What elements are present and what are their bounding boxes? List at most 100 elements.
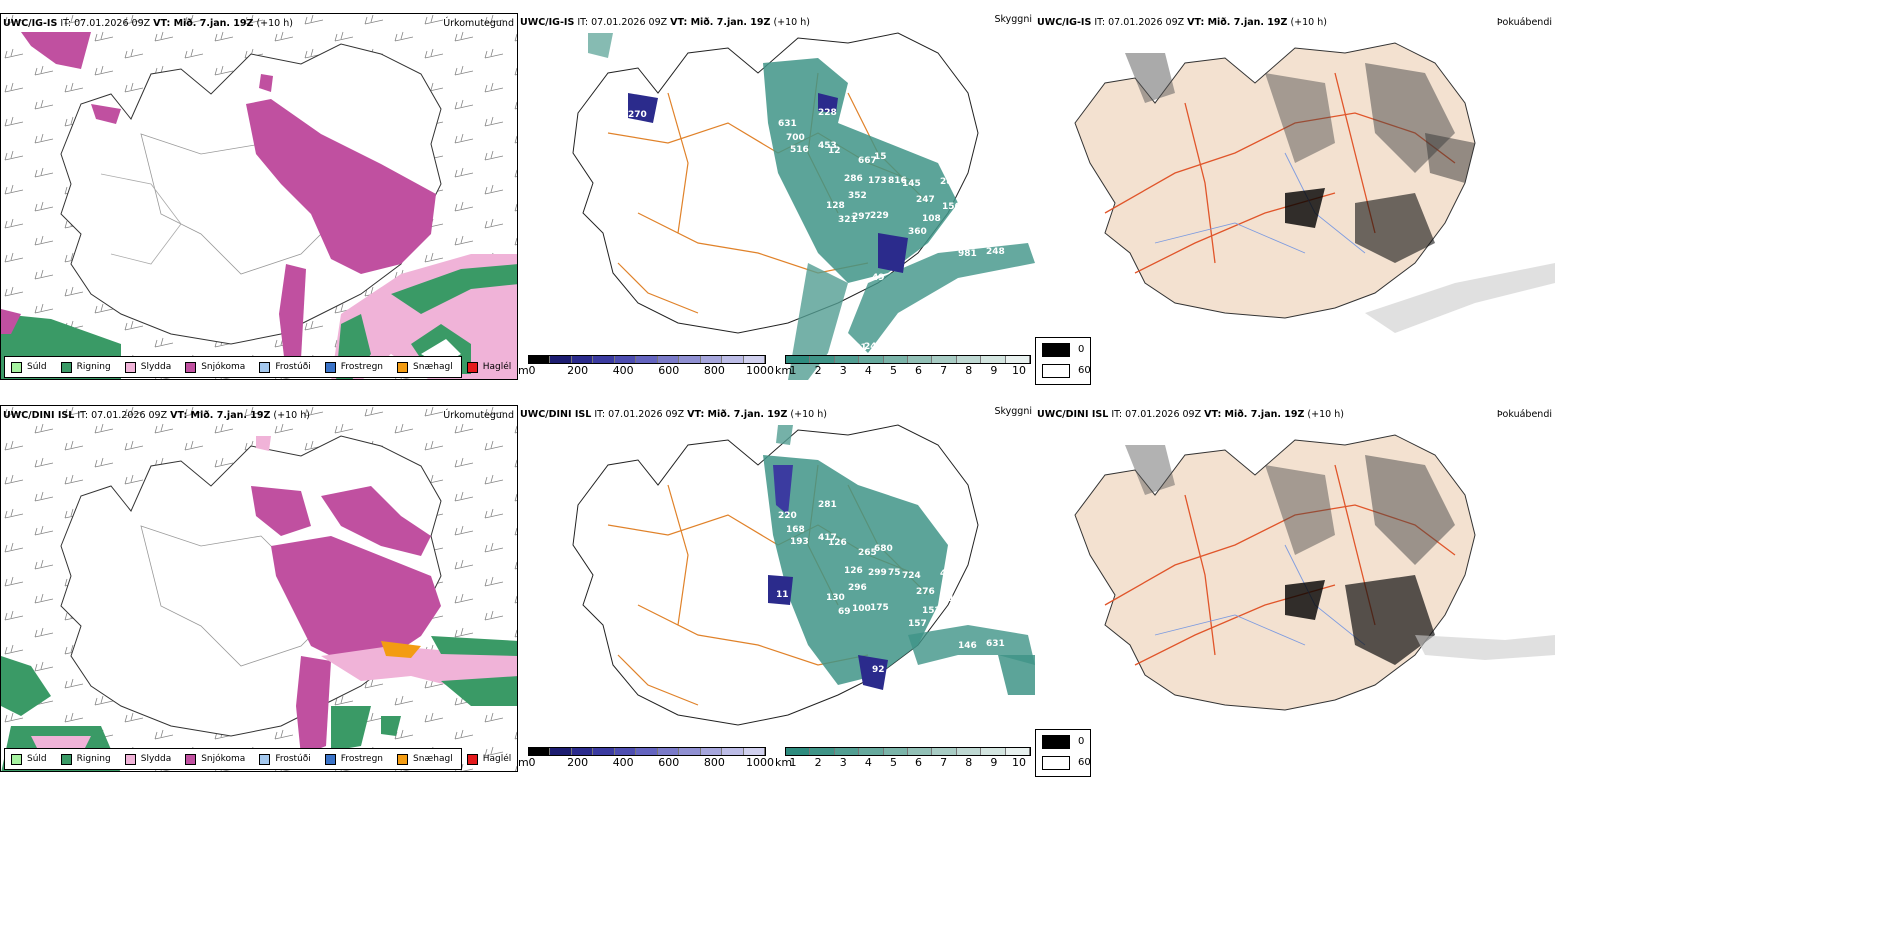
colorbar-segment	[743, 748, 765, 755]
colorbar-segment	[786, 748, 811, 755]
visibility-value-label: 282	[940, 177, 959, 187]
visibility-value-label: 173	[868, 176, 887, 186]
colorbar-tick-label: 3	[839, 756, 847, 769]
colorbar-tick-label: 4	[864, 364, 872, 377]
legend-swatch	[466, 361, 478, 373]
visibility-value-label: 453	[818, 141, 837, 151]
colorbar-tick-label: 200	[567, 364, 589, 377]
visibility-value-label: 299	[868, 568, 887, 578]
colorbar-segment	[981, 748, 1006, 755]
colorbar-tick-label: 200	[567, 756, 589, 769]
colorbar-tick-label: 6	[915, 364, 923, 377]
colorbar-segment	[743, 356, 765, 363]
legend-swatch	[185, 361, 197, 373]
colorbar-segment	[700, 748, 723, 755]
legend-label: Snjókoma	[201, 754, 246, 764]
colorbar-tick-label: 9	[990, 364, 998, 377]
panel-title: Þokuábendi	[1496, 17, 1552, 28]
colorbar-tick-label: 10	[1012, 364, 1026, 377]
colorbar-tick-label: 2	[814, 364, 822, 377]
visibility-value-label: 981	[958, 249, 977, 259]
legend-label: Súld	[27, 362, 47, 372]
panel-title: Úrkomutegund	[443, 18, 514, 29]
precip-type-map	[1, 406, 517, 771]
legend-item: Haglél	[466, 361, 512, 373]
legend-swatch	[466, 753, 478, 765]
legend-item: Rigning	[60, 753, 111, 765]
legend-item: Rigning	[60, 361, 111, 373]
colorbar-segment	[679, 356, 701, 363]
legend-item: Súld	[11, 361, 47, 373]
colorbar-segment	[1005, 356, 1031, 363]
colorbar-segment	[722, 748, 744, 755]
legend-item: Haglél	[466, 753, 511, 765]
colorbar-strip	[785, 355, 1031, 364]
colorbar-segment	[636, 356, 658, 363]
lead-time: (+10 h)	[1290, 17, 1327, 28]
colorbar-tick-label: 800	[703, 756, 725, 769]
init-time: IT: 07.01.2026 09Z	[1094, 17, 1185, 28]
colorbar-tick-label: 5	[889, 756, 897, 769]
visibility-value-label: 265	[858, 548, 877, 558]
legend-label: Slydda	[140, 362, 172, 372]
visibility-value-label: 100	[852, 604, 871, 614]
visibility-value-label: 229	[870, 211, 889, 221]
legend-label: Haglél	[482, 362, 512, 372]
colorbar-strip	[528, 747, 766, 756]
colorbar-tick-label: 1	[789, 756, 797, 769]
legend-swatch	[185, 753, 197, 765]
legend-swatch	[259, 753, 271, 765]
init-time: IT: 07.01.2026 09Z	[77, 410, 168, 421]
visibility-value-label: 296	[848, 583, 867, 593]
visibility-value-label: 281	[818, 500, 837, 510]
legend-swatch	[124, 361, 136, 373]
legend-label: Rigning	[76, 754, 111, 764]
visibility-value-label: 19	[776, 198, 789, 208]
visibility-value-label: 724	[902, 571, 921, 581]
panel-header: UWC/DINI ISL IT: 07.01.2026 09Z VT: Mið.…	[520, 409, 827, 420]
legend-label: Frostúði	[275, 362, 311, 372]
colorbar-segment	[956, 356, 982, 363]
visibility-value-label: 297	[852, 212, 871, 222]
colorbar-segment	[722, 356, 744, 363]
colorbar-segment	[679, 748, 701, 755]
visibility-value-label: 98	[848, 735, 861, 745]
legend-swatch	[124, 753, 136, 765]
visibility-value-label: 228	[818, 108, 837, 118]
visibility-value-label: 168	[786, 525, 805, 535]
visibility-value-label: 15	[874, 152, 887, 162]
legend-label: Snæhagl	[413, 754, 453, 764]
visibility-value-label: 75	[888, 568, 901, 578]
colorbar-segment	[859, 748, 884, 755]
visibility-value-label: 286	[844, 174, 863, 184]
colorbar-tick-label: 3	[839, 364, 847, 377]
colorbar-segment	[883, 356, 909, 363]
visibility-value-label: 193	[790, 537, 809, 547]
visibility-panel-row1: 631 700 516 228 453 12 667 15 286 173 816 145 282 352…	[518, 13, 1035, 380]
precip-type-map	[1, 14, 517, 379]
colorbar-segment	[636, 748, 658, 755]
legend-label: Slydda	[140, 754, 172, 764]
visibility-value-label: 680	[874, 544, 893, 554]
legend-label: Frostregn	[340, 754, 384, 764]
visibility-colorbar: km 1 2 3 4 5 6 7 8 9 10	[775, 355, 1035, 381]
init-time: IT: 07.01.2026 09Z	[594, 409, 685, 420]
legend-label-dark: 0	[1078, 344, 1085, 355]
precip-type-legend: Súld Rigning Slydda Snjókoma Frostúði Fr…	[4, 748, 511, 770]
colorbar-tick-label: 8	[965, 756, 973, 769]
colorbar-segment	[883, 748, 909, 755]
visibility-value-label: 211	[942, 594, 961, 604]
visibility-value-label: 47	[628, 502, 641, 512]
visibility-value-label: 360	[908, 227, 927, 237]
legend-label-dark: 0	[1078, 736, 1085, 747]
legend-item: Frostúði	[259, 361, 311, 373]
legend-swatch	[60, 753, 72, 765]
colorbar-tick-label: 600	[658, 756, 680, 769]
colorbar-unit: km	[775, 364, 793, 377]
colorbar-segment	[859, 356, 884, 363]
valid-time: VT: Mið. 7.jan. 19Z	[153, 18, 254, 29]
colorbar-tick-label: 0	[528, 364, 536, 377]
lead-time: (+10 h)	[790, 409, 827, 420]
fog-map	[1074, 434, 1555, 711]
